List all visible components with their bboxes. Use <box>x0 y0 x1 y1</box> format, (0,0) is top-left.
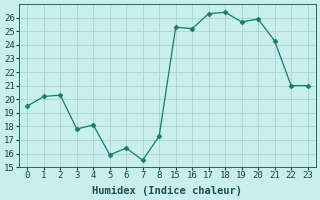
X-axis label: Humidex (Indice chaleur): Humidex (Indice chaleur) <box>92 186 243 196</box>
